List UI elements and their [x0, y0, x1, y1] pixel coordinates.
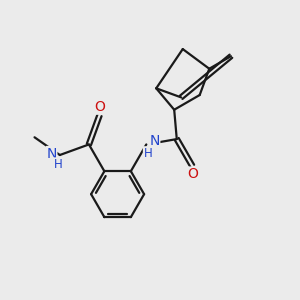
Text: N: N [149, 134, 160, 148]
Text: O: O [94, 100, 105, 114]
Text: H: H [143, 147, 152, 160]
Text: H: H [53, 158, 62, 171]
Text: N: N [46, 146, 57, 161]
Text: O: O [187, 167, 198, 181]
